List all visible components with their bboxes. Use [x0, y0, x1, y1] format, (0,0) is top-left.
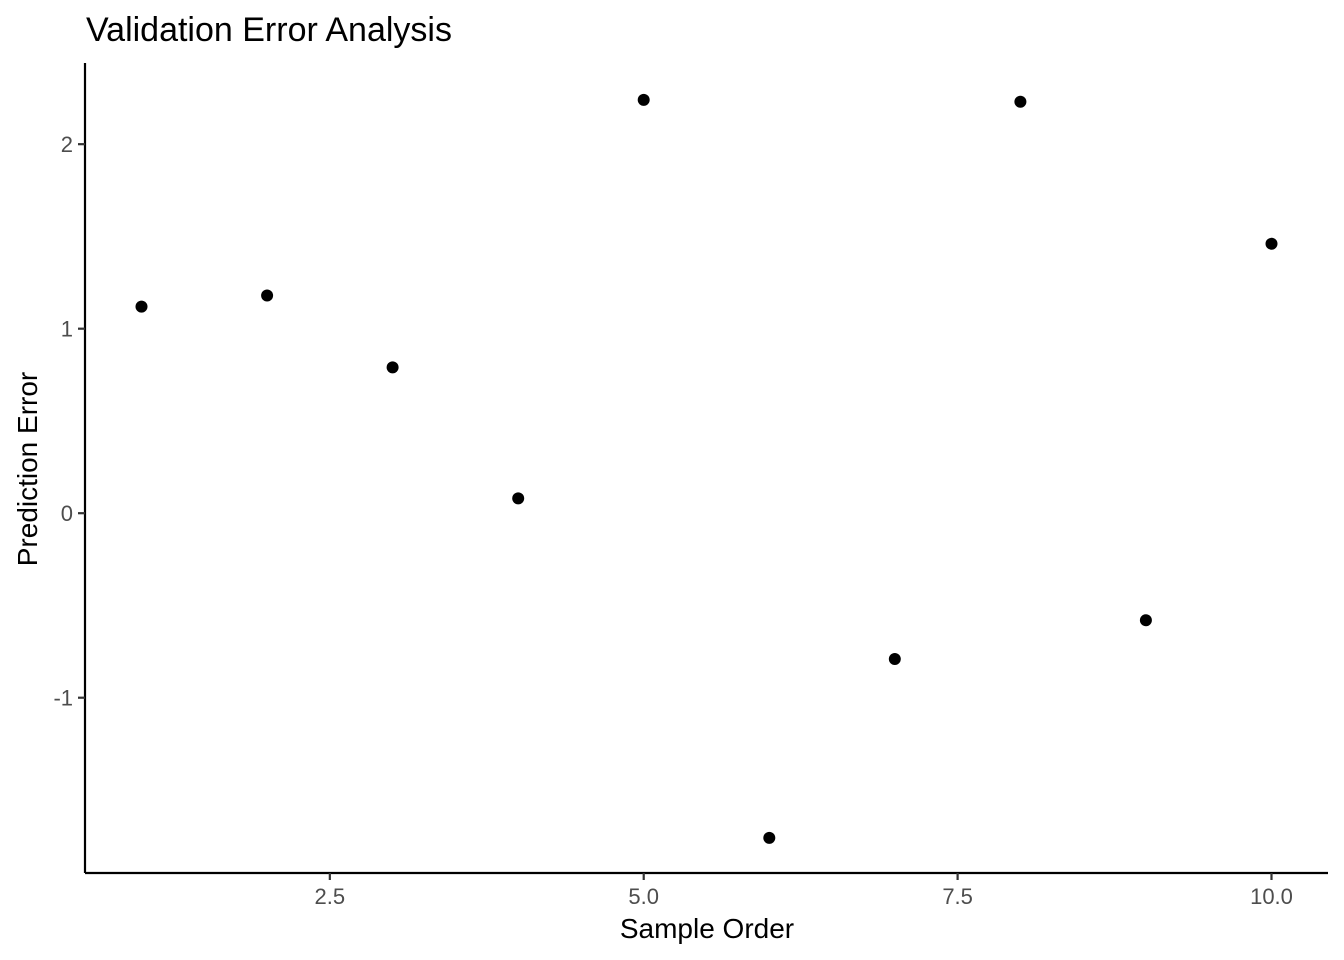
x-tick-label: 10.0 [1250, 884, 1293, 909]
y-tick-label: -1 [53, 686, 73, 711]
data-point [386, 361, 399, 374]
x-tick-label: 5.0 [628, 884, 659, 909]
x-tick-label: 7.5 [942, 884, 973, 909]
x-tick-label: 2.5 [315, 884, 346, 909]
y-tick-label: 0 [61, 501, 73, 526]
y-axis-title: Prediction Error [12, 372, 43, 567]
y-tick-label: 2 [61, 132, 73, 157]
x-axis-ticks: 2.5 5.0 7.5 10.0 [315, 873, 1293, 909]
data-point [1139, 614, 1152, 627]
data-point [1265, 237, 1278, 250]
data-point [261, 289, 274, 302]
y-axis-ticks: -1 0 1 2 [53, 132, 85, 711]
data-point [512, 492, 525, 505]
data-point [763, 831, 776, 844]
data-point [135, 300, 148, 313]
data-point [1014, 95, 1027, 108]
chart-title: Validation Error Analysis [86, 11, 452, 49]
plot-area [135, 93, 1278, 844]
data-point [888, 653, 901, 665]
x-axis-title: Sample Order [620, 913, 794, 944]
y-tick-label: 1 [61, 317, 73, 342]
data-point [637, 93, 650, 106]
